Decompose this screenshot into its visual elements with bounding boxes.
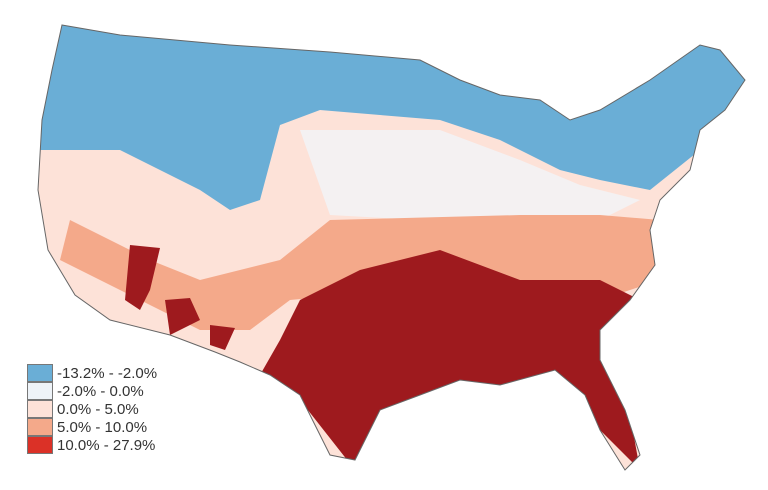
legend-label: -2.0% - 0.0% xyxy=(57,382,144,400)
us-outline xyxy=(37,24,746,471)
region-dark-red-southwest xyxy=(125,245,235,350)
legend-swatch xyxy=(27,364,53,382)
legend-swatch xyxy=(27,382,53,400)
legend-label: 5.0% - 10.0% xyxy=(57,418,148,436)
legend-item: 5.0% - 10.0% xyxy=(27,418,157,436)
legend-label: 10.0% - 27.9% xyxy=(57,436,156,454)
region-near-zero xyxy=(300,130,640,220)
legend-item: 10.0% - 27.9% xyxy=(27,436,157,454)
legend-swatch xyxy=(27,436,53,454)
legend-swatch xyxy=(27,418,53,436)
region-dark-red-south xyxy=(260,250,640,470)
legend-label: 0.0% - 5.0% xyxy=(57,400,139,418)
legend-label: -13.2% - -2.0% xyxy=(57,364,158,382)
legend-item: 0.0% - 5.0% xyxy=(27,400,157,418)
legend-item: -13.2% - -2.0% xyxy=(27,364,157,382)
legend-swatch xyxy=(27,400,53,418)
legend-item: -2.0% - 0.0% xyxy=(27,382,157,400)
legend: -13.2% - -2.0% -2.0% - 0.0% 0.0% - 5.0% … xyxy=(27,364,157,454)
